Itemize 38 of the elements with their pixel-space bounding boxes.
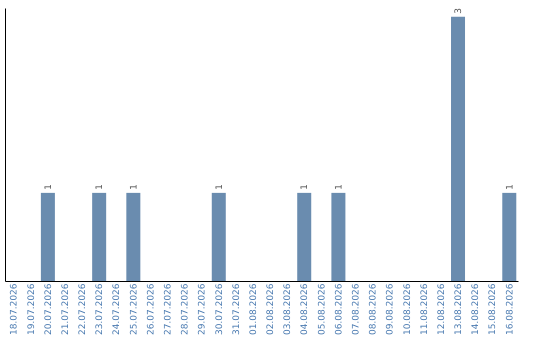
x-tick-label: 24.07.2026 — [112, 283, 122, 336]
x-tick-label: 12.08.2026 — [436, 283, 447, 336]
x-tick-label: 03.08.2026 — [283, 283, 294, 336]
x-tick-label: 23.07.2026 — [95, 283, 106, 336]
x-tick-label: 26.07.2026 — [146, 283, 156, 336]
x-tick-label: 11.08.2026 — [420, 283, 430, 336]
data-label: 1 — [129, 184, 140, 190]
x-tick-label: 05.08.2026 — [317, 283, 328, 336]
x-tick-label: 07.08.2026 — [351, 283, 362, 336]
x-tick-label: 04.08.2026 — [300, 283, 310, 336]
x-tick-label: 01.08.2026 — [248, 283, 259, 336]
x-tick-label: 27.07.2026 — [164, 283, 174, 336]
x-tick-label: 10.08.2026 — [402, 283, 413, 336]
data-label: 1 — [334, 184, 344, 190]
x-tick-label: 28.07.2026 — [180, 283, 191, 336]
x-tick-label: 09.08.2026 — [386, 283, 396, 336]
data-label: 1 — [214, 184, 225, 190]
x-tick-label: 02.08.2026 — [266, 283, 276, 336]
x-tick-label: 16.08.2026 — [505, 283, 516, 336]
x-tick-label: 18.07.2026 — [10, 283, 20, 336]
x-tick-label: 31.07.2026 — [232, 283, 242, 336]
x-tick-label: 14.08.2026 — [471, 283, 482, 336]
x-tick-label: 21.07.2026 — [60, 283, 71, 336]
x-tick-label: 25.07.2026 — [129, 283, 140, 336]
data-label: 1 — [44, 184, 54, 190]
x-tick-label: 30.07.2026 — [214, 283, 225, 336]
x-tick-label: 19.07.2026 — [26, 283, 37, 336]
data-label: 1 — [300, 184, 310, 190]
x-tick-label: 29.07.2026 — [198, 283, 208, 336]
x-tick-label: 15.08.2026 — [488, 283, 498, 336]
x-tick-label: 20.07.2026 — [44, 283, 54, 336]
x-tick-label: 06.08.2026 — [334, 283, 344, 336]
data-label: 1 — [505, 184, 516, 190]
x-tick-label: 13.08.2026 — [454, 283, 464, 336]
x-tick-label: 22.07.2026 — [78, 283, 88, 336]
data-label: 1 — [95, 184, 106, 190]
data-label: 3 — [454, 8, 464, 14]
x-tick-label: 08.08.2026 — [368, 283, 379, 336]
